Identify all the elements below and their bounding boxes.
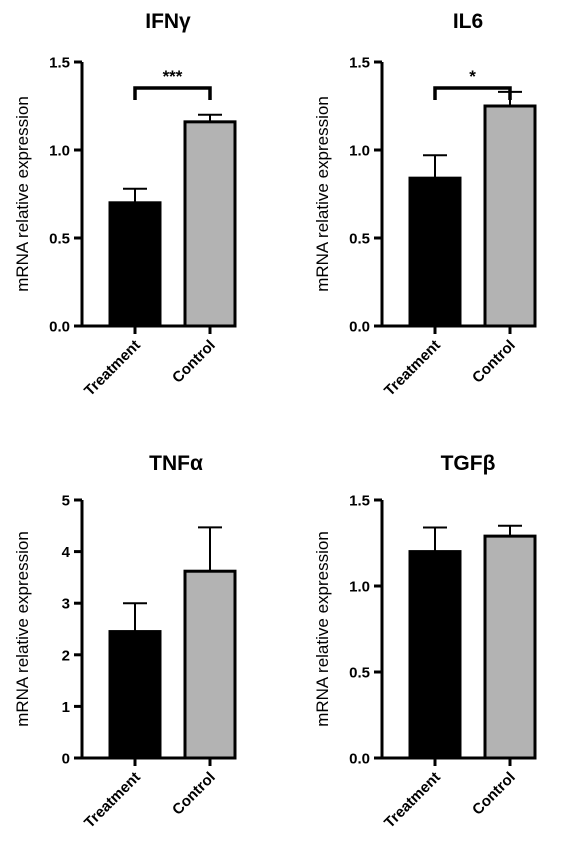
y-tick-label: 3 [62,596,70,613]
y-tick-label: 4 [62,544,71,561]
y-tick-label: 1 [62,699,70,716]
x-tick-label: Control [469,769,519,819]
bar-treatment [108,201,162,328]
significance-bracket [433,86,512,100]
bar-control [483,534,537,760]
x-tick-label: Treatment [81,337,144,400]
y-axis-label: mRNA relative expression [313,531,332,727]
y-tick-label: 0.5 [349,665,370,682]
y-axis-label: mRNA relative expression [13,96,32,292]
y-tick-label: 0.0 [349,751,370,768]
x-tick-label: Treatment [381,769,444,832]
x-tick-label: Control [469,337,519,387]
significance-label: * [469,67,476,86]
panel-tnfa: TNFα mRNA relative expression 0 1 2 3 4 5 Treatm… [13,452,237,832]
bar-treatment [408,550,462,760]
x-tick-label: Control [169,337,219,387]
y-tick-label: 5 [62,493,70,510]
y-tick-label: 0.5 [49,231,70,248]
bar-control [183,569,237,760]
significance-bracket [133,86,212,100]
significance-label: *** [163,67,183,86]
panel-ifng: IFNγ mRNA relative expression 0.0 0.5 1.0 1.5… [13,10,237,400]
chart-title: TGFβ [441,452,496,475]
y-axis-label: mRNA relative expression [13,531,32,727]
y-tick-label: 1.0 [349,143,370,160]
x-tick-label: Control [169,769,219,819]
y-tick-label: 0.5 [349,231,370,248]
y-axis-label: mRNA relative expression [313,96,332,292]
chart-title: IFNγ [145,10,191,33]
y-tick-label: 1.0 [49,143,70,160]
bar-control [483,104,537,328]
chart-title: TNFα [149,452,203,475]
panel-tgfb: TGFβ mRNA relative expression 0.0 0.5 1.0 1.5… [313,452,537,832]
bar-treatment [108,630,162,760]
x-tick-label: Treatment [381,337,444,400]
bar-control [183,120,237,328]
y-tick-label: 0.0 [349,319,370,336]
y-tick-label: 1.0 [349,579,370,596]
chart-title: IL6 [453,10,483,33]
y-tick-label: 2 [62,647,70,664]
y-tick-label: 1.5 [49,55,70,72]
panel-il6: IL6 mRNA relative expression 0.0 0.5 1.0 1.5 T… [313,10,537,400]
bar-treatment [408,176,462,328]
y-tick-label: 0.0 [49,319,70,336]
y-tick-label: 1.5 [349,55,370,72]
y-tick-label: 1.5 [349,493,370,510]
y-tick-label: 0 [62,751,70,768]
x-tick-label: Treatment [81,769,144,832]
